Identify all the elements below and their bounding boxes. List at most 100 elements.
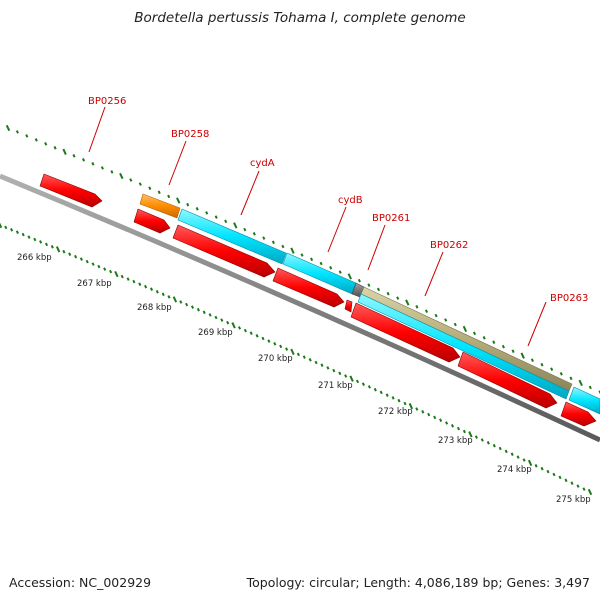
minor-tick <box>367 283 371 287</box>
cds-arrow[interactable] <box>172 224 276 278</box>
cds-arrow[interactable] <box>350 302 461 363</box>
scale-label: 272 kbp <box>378 407 413 417</box>
minor-tick <box>91 262 95 266</box>
minor-tick <box>267 339 271 343</box>
minor-tick <box>326 366 330 370</box>
minor-tick <box>21 232 25 237</box>
minor-tick <box>44 242 49 247</box>
minor-tick <box>534 464 538 468</box>
minor-tick <box>186 202 190 207</box>
scale-label: 267 kbp <box>77 279 112 289</box>
minor-tick <box>25 134 29 138</box>
cds-arrow[interactable] <box>457 351 558 409</box>
minor-tick <box>300 253 304 257</box>
genome-summary-text: Topology: circular; Length: 4,086,189 bp… <box>246 575 590 590</box>
minor-tick <box>403 401 407 406</box>
minor-tick <box>68 252 72 256</box>
minor-tick <box>376 287 381 292</box>
minor-tick <box>279 344 283 349</box>
minor-tick <box>62 249 66 254</box>
gene-label-bp0263[interactable]: BP0263 <box>550 293 588 304</box>
gene-label-bp0256[interactable]: BP0256 <box>88 96 126 107</box>
minor-tick <box>148 186 152 190</box>
minor-tick <box>332 368 336 373</box>
minor-tick <box>558 475 562 480</box>
major-tick <box>405 299 410 306</box>
minor-tick <box>421 410 425 414</box>
minor-tick <box>391 396 395 400</box>
cds-arrow[interactable] <box>39 173 103 208</box>
minor-tick <box>50 245 54 249</box>
minor-tick <box>492 443 496 448</box>
minor-tick <box>598 390 600 394</box>
minor-tick <box>379 390 383 395</box>
minor-tick <box>237 326 242 330</box>
minor-tick <box>511 349 515 353</box>
minor-tick <box>208 313 212 317</box>
gene-feature-cyda[interactable] <box>177 208 287 265</box>
minor-tick <box>202 310 206 315</box>
minor-tick <box>540 362 544 367</box>
minor-tick <box>433 415 437 420</box>
minor-tick <box>138 182 142 186</box>
major-tick <box>62 148 67 155</box>
minor-tick <box>415 407 419 411</box>
minor-tick <box>546 469 550 474</box>
minor-tick <box>195 207 199 211</box>
minor-tick <box>10 228 14 232</box>
minor-tick <box>444 318 448 322</box>
minor-tick <box>480 438 484 442</box>
minor-tick <box>252 232 256 236</box>
scale-label: 268 kbp <box>137 303 172 313</box>
figure-title: Bordetella pertussis Tohama I, complete … <box>134 10 466 26</box>
minor-tick <box>39 240 43 244</box>
minor-tick <box>296 352 300 357</box>
genome-backbone <box>0 173 600 443</box>
minor-tick <box>91 162 95 166</box>
cds-arrow[interactable] <box>133 208 171 234</box>
minor-tick <box>126 277 130 281</box>
gene-label-bp0258[interactable]: BP0258 <box>171 129 209 140</box>
feature-lane-outer <box>139 193 600 415</box>
cds-arrow[interactable] <box>344 299 353 313</box>
scale-labels: 266 kbp 267 kbp 268 kbp 269 kbp 270 kbp … <box>17 253 591 505</box>
gene-label-bp0261[interactable]: BP0261 <box>372 213 410 224</box>
minor-tick <box>570 481 574 485</box>
gene-label-cyda[interactable]: cydA <box>250 158 275 169</box>
minor-tick <box>569 376 573 381</box>
gene-feature-bp0258[interactable] <box>139 193 181 219</box>
gene-feature-cyan-under-bp0262[interactable] <box>357 293 570 400</box>
minor-tick <box>434 313 438 318</box>
minor-tick <box>196 307 200 312</box>
minor-tick <box>373 387 377 392</box>
minor-tick <box>456 426 461 431</box>
minor-tick <box>576 484 580 488</box>
minor-tick <box>132 279 136 284</box>
minor-tick <box>550 367 554 371</box>
minor-tick <box>462 429 466 434</box>
gene-label-cydb[interactable]: cydB <box>338 195 363 206</box>
major-tick <box>0 221 3 229</box>
minor-tick <box>33 237 37 242</box>
cds-arrow[interactable] <box>272 267 345 308</box>
minor-tick <box>474 435 478 439</box>
gene-feature-bp0263[interactable] <box>568 386 600 415</box>
gene-label-bp0262[interactable]: BP0262 <box>430 240 468 251</box>
minor-tick <box>357 278 361 283</box>
minor-tick <box>226 320 230 325</box>
minor-tick <box>319 261 323 266</box>
minor-tick <box>501 344 505 349</box>
feature-lane-inner <box>39 173 597 427</box>
minor-tick <box>155 290 159 294</box>
gene-feature-bp0262[interactable] <box>360 286 573 392</box>
scale-label: 266 kbp <box>17 253 52 263</box>
minor-tick <box>338 371 342 376</box>
minor-tick <box>486 441 490 445</box>
minor-tick <box>424 309 429 313</box>
minor-tick <box>355 379 360 384</box>
scale-label: 270 kbp <box>258 354 293 364</box>
major-tick <box>527 459 533 467</box>
cds-arrow[interactable] <box>560 401 597 427</box>
minor-tick <box>472 331 477 336</box>
